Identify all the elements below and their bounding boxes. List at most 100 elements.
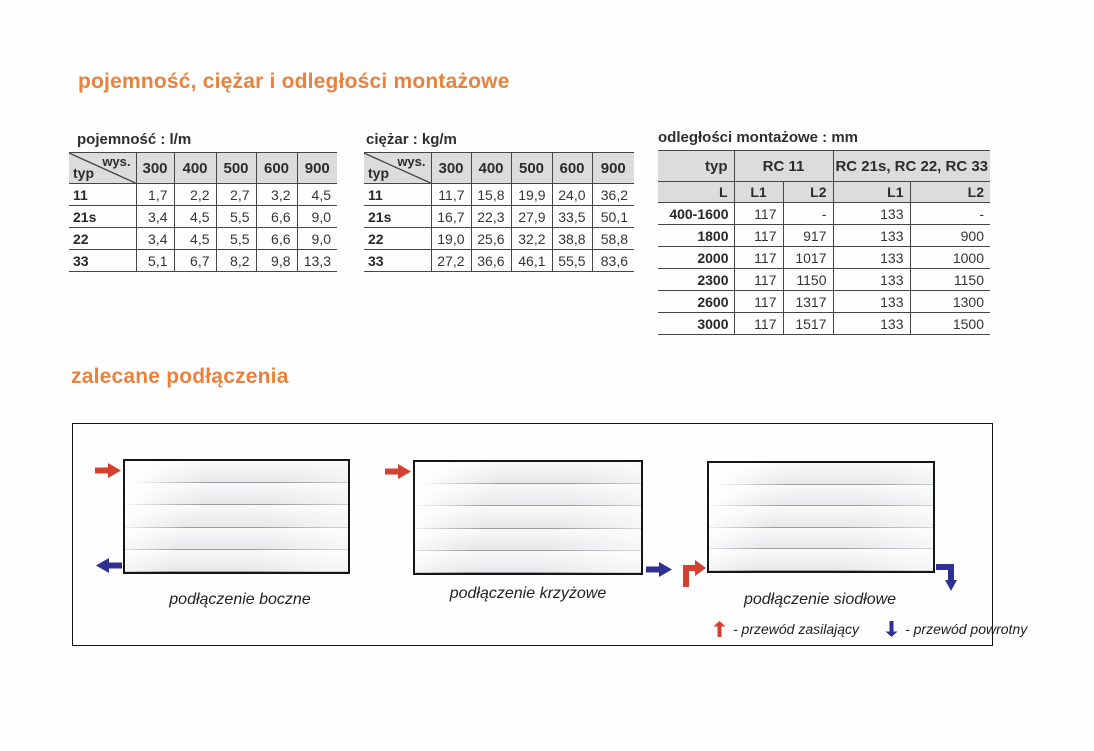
arrow-up-icon: [713, 621, 726, 637]
value-cell: 36,6: [470, 249, 512, 272]
radiator-panel: [709, 549, 933, 571]
value-cell: 1000: [909, 246, 990, 269]
value-cell: 55,5: [551, 249, 593, 272]
radiator-panel: [125, 549, 348, 573]
supply-elbow-arrow-icon: [683, 560, 706, 587]
value-cell: 117: [733, 290, 784, 313]
radiator-panel: [125, 461, 348, 484]
table-row: 3000 117 1517 133 1500: [658, 312, 990, 335]
radiator-panel: [415, 550, 641, 574]
weight-section: ciężar : kg/m wys. typ 300 400 500 600 9…: [364, 131, 634, 272]
value-cell: 33,5: [551, 205, 593, 228]
col-header: 500: [510, 152, 553, 184]
table-header-row: wys. typ 300 400 500 600 900: [69, 152, 337, 184]
value-cell: 133: [832, 246, 911, 269]
table-row: 21s 3,4 4,5 5,5 6,6 9,0: [69, 205, 337, 228]
typ-header: typ: [658, 150, 735, 182]
diagonal-line: [69, 153, 136, 183]
value-cell: 3,2: [255, 183, 298, 206]
arrow-down-icon: [885, 621, 898, 637]
value-cell: 117: [733, 202, 784, 225]
value-cell: 1,7: [135, 183, 175, 206]
row-label: 33: [364, 249, 432, 272]
weight-table-title: ciężar : kg/m: [366, 131, 457, 148]
group-header-rc11: RC 11: [733, 150, 834, 182]
corner-label-typ: typ: [73, 165, 94, 181]
row-label: 400-1600: [658, 202, 735, 225]
value-cell: 19,0: [430, 227, 472, 250]
table-group-header-row: typ RC 11 RC 21s, RC 22, RC 33: [658, 150, 990, 182]
col-header: 300: [135, 152, 175, 184]
value-cell: 1150: [782, 268, 834, 291]
value-cell: 117: [733, 312, 784, 335]
value-cell: 3,4: [135, 227, 175, 250]
corner-label-wys: wys.: [397, 154, 426, 169]
table-row: 33 5,1 6,7 8,2 9,8 13,3: [69, 249, 337, 272]
value-cell: 917: [782, 224, 834, 247]
value-cell: 133: [832, 202, 911, 225]
corner-label-typ: typ: [368, 165, 389, 181]
table-row: 400-1600 117 - 133 -: [658, 202, 990, 225]
value-cell: 5,5: [215, 227, 257, 250]
table-row: 22 3,4 4,5 5,5 6,6 9,0: [69, 227, 337, 250]
value-cell: 50,1: [591, 205, 634, 228]
table-row: 33 27,2 36,6 46,1 55,5 83,6: [364, 249, 634, 272]
value-cell: 22,3: [470, 205, 512, 228]
row-label: 33: [69, 249, 137, 272]
radiator-panel: [415, 528, 641, 551]
value-cell: 2,2: [173, 183, 217, 206]
radiator-panel: [709, 527, 933, 550]
corner-header-cell: wys. typ: [364, 152, 432, 184]
radiator-panel: [709, 484, 933, 507]
return-elbow-arrow-icon: [936, 564, 957, 591]
row-label: 22: [69, 227, 137, 250]
value-cell: 58,8: [591, 227, 634, 250]
row-label: 3000: [658, 312, 735, 335]
value-cell: 6,6: [255, 205, 298, 228]
distances-table-title: odległości montażowe : mm: [658, 129, 859, 146]
value-cell: 117: [733, 224, 784, 247]
value-cell: 3,4: [135, 205, 175, 228]
value-cell: -: [909, 202, 990, 225]
legend: - przewód zasilający - przewód powrotny: [713, 621, 1027, 637]
capacity-section: pojemność : l/m wys. typ 300 400 500 600…: [69, 131, 337, 272]
corner-label-wys: wys.: [102, 154, 131, 169]
value-cell: 4,5: [296, 183, 337, 206]
value-cell: 46,1: [510, 249, 553, 272]
legend-item-supply: - przewód zasilający: [713, 621, 859, 637]
value-cell: 36,2: [591, 183, 634, 206]
mounting-distances-table: typ RC 11 RC 21s, RC 22, RC 33 L L1 L2 L…: [658, 150, 990, 335]
radiator-panel: [125, 505, 348, 528]
page-title: pojemność, ciężar i odległości montażowe: [78, 70, 510, 93]
col-header: 900: [591, 152, 634, 184]
table-row: 22 19,0 25,6 32,2 38,8 58,8: [364, 227, 634, 250]
table-row: 1800 117 917 133 900: [658, 224, 990, 247]
radiator-panel: [415, 484, 641, 507]
radiator-panel: [125, 527, 348, 550]
table-row: 2300 117 1150 133 1150: [658, 268, 990, 291]
value-cell: 1300: [909, 290, 990, 313]
value-cell: 15,8: [470, 183, 512, 206]
row-label: 11: [69, 183, 137, 206]
table-row: 21s 16,7 22,3 27,9 33,5 50,1: [364, 205, 634, 228]
row-label: 11: [364, 183, 432, 206]
connections-section-title: zalecane podłączenia: [71, 365, 289, 388]
radiator-panel: [709, 463, 933, 485]
row-label: 2000: [658, 246, 735, 269]
legend-item-return: - przewód powrotny: [885, 621, 1027, 637]
sub-header: L2: [909, 181, 990, 203]
table-row: 2600 117 1317 133 1300: [658, 290, 990, 313]
value-cell: 1317: [782, 290, 834, 313]
radiator-panel: [415, 506, 641, 529]
radiator-panel: [415, 462, 641, 485]
col-header: 400: [470, 152, 512, 184]
value-cell: 1500: [909, 312, 990, 335]
value-cell: 83,6: [591, 249, 634, 272]
col-header: 500: [215, 152, 257, 184]
value-cell: 133: [832, 224, 911, 247]
row-label: 21s: [69, 205, 137, 228]
table-header-row: wys. typ 300 400 500 600 900: [364, 152, 634, 184]
table-row: 2000 117 1017 133 1000: [658, 246, 990, 269]
connection-diagrams-panel: podłączenie boczne podłączenie krzyżowe: [72, 423, 1027, 646]
